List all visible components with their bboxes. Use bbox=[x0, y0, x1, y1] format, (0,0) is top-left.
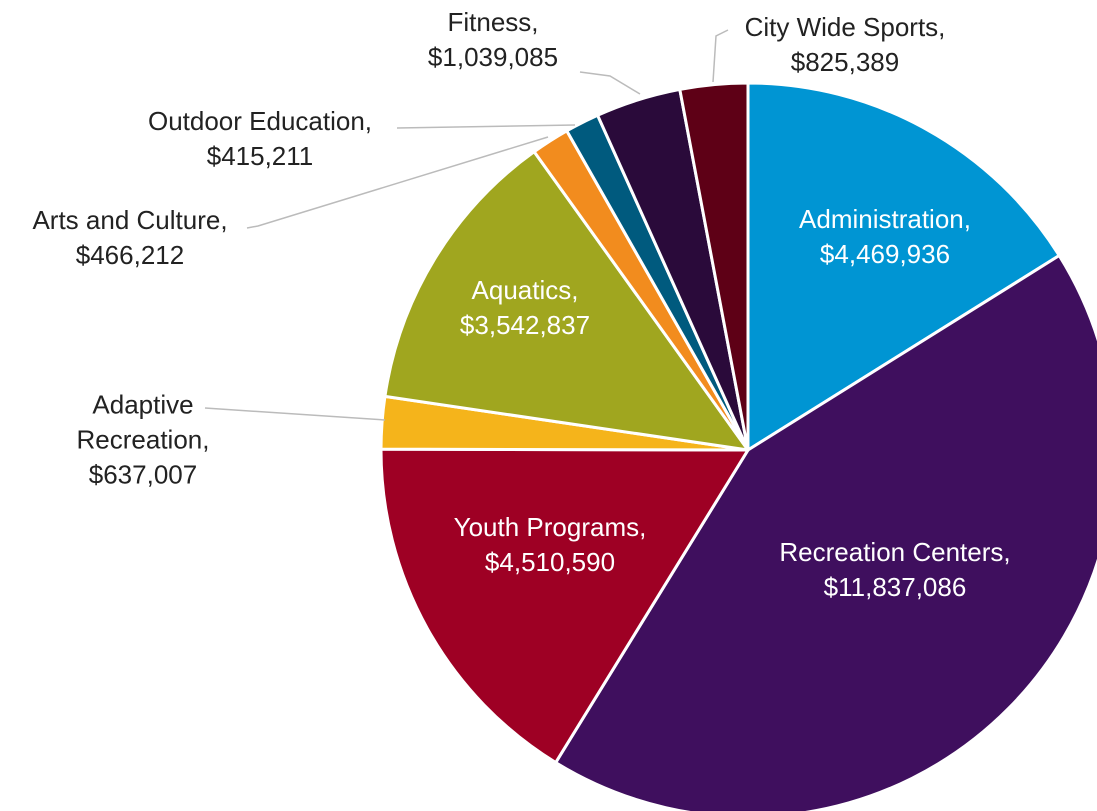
data-label: Youth Programs, $4,510,590 bbox=[420, 510, 680, 580]
leader-line bbox=[712, 29, 729, 83]
category-label: Recreation Centers, bbox=[779, 537, 1011, 567]
category-label: Fitness, bbox=[447, 7, 539, 37]
value-label: $3,542,837 bbox=[459, 310, 591, 340]
category-label: City Wide Sports, bbox=[744, 12, 946, 42]
leader-line bbox=[579, 71, 641, 95]
category-label: Administration, bbox=[799, 204, 971, 234]
category-label: Arts and Culture, bbox=[32, 205, 228, 235]
value-label: $1,039,085 bbox=[427, 42, 559, 72]
value-label: $415,211 bbox=[206, 141, 314, 171]
category-label: Aquatics, bbox=[471, 275, 579, 305]
data-label: Fitness, $1,039,085 bbox=[393, 5, 593, 75]
pie-slice bbox=[554, 254, 1097, 811]
data-label: Administration, $4,469,936 bbox=[755, 202, 1015, 272]
value-label: $11,837,086 bbox=[823, 572, 967, 602]
value-label: $637,007 bbox=[88, 459, 198, 490]
pie-slice bbox=[379, 447, 750, 765]
data-label: Outdoor Education, $415,211 bbox=[115, 104, 405, 174]
data-label: Arts and Culture, $466,212 bbox=[0, 203, 260, 273]
pie-slice bbox=[678, 81, 750, 452]
data-label: Adaptive Recreation, $637,007 bbox=[58, 388, 228, 493]
data-label: Recreation Centers, $11,837,086 bbox=[745, 535, 1045, 605]
value-label: $825,389 bbox=[790, 47, 900, 77]
pie-slice bbox=[383, 150, 750, 452]
pie-slice bbox=[746, 81, 1061, 452]
category-label: Youth Programs, bbox=[453, 512, 647, 542]
leader-line bbox=[396, 124, 576, 129]
category-label: Outdoor Education, bbox=[147, 106, 373, 136]
value-label: $466,212 bbox=[75, 240, 185, 270]
data-label: Aquatics, $3,542,837 bbox=[415, 273, 635, 343]
value-label: $4,469,936 bbox=[819, 239, 951, 269]
leader-line bbox=[246, 136, 549, 229]
leader-line bbox=[204, 407, 386, 421]
data-label: City Wide Sports, $825,389 bbox=[715, 10, 975, 80]
value-label: $4,510,590 bbox=[484, 547, 616, 577]
category-label: Adaptive Recreation, bbox=[76, 389, 210, 455]
